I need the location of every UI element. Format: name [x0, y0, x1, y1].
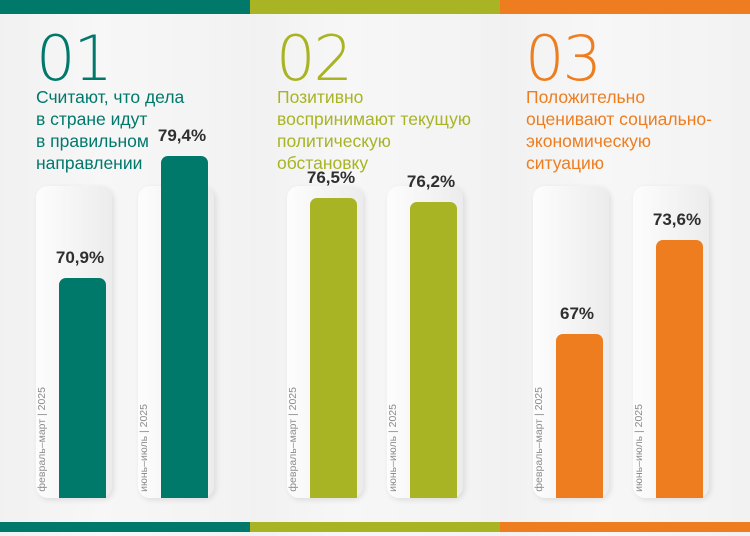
- block-3-top-band: [500, 0, 750, 14]
- block-2-bar-track-2: 76,2% июнь–июль | 2025: [387, 172, 463, 498]
- block-2-bar-2: [410, 202, 457, 498]
- block-2-caption-line: обстановку: [277, 153, 369, 173]
- block-3-caption-line: экономическую: [526, 131, 652, 151]
- block-2-bar-1-period: февраль–март | 2025: [287, 387, 299, 492]
- block-1-bar-2: [161, 156, 208, 498]
- block-1-bar-1-label: 70,9%: [55, 248, 105, 267]
- block-3-number: 03: [525, 22, 602, 95]
- block-2-bar-2-period: июнь–июль | 2025: [387, 404, 399, 492]
- block-3-caption-line: ситуацию: [526, 153, 604, 173]
- block-2-top-band: [250, 0, 500, 14]
- block-2-caption-line: воспринимают текущую: [277, 109, 472, 129]
- block-1-number: 01: [36, 22, 113, 95]
- block-2: 02 Позитивно воспринимают текущую полити…: [250, 0, 500, 536]
- block-3-bar-2: [656, 240, 703, 498]
- block-1-bar-2-label: 79,4%: [157, 126, 207, 145]
- block-3-bar-1-period: февраль–март | 2025: [533, 387, 545, 492]
- block-3-bar-1: [556, 334, 603, 498]
- block-1-bar-track-1: 70,9% февраль–март | 2025: [36, 186, 112, 498]
- block-1-top-band: [0, 0, 250, 14]
- block-3-bar-track-2: 73,6% июнь–июль | 2025: [633, 186, 709, 498]
- block-3-bar-2-label: 73,6%: [652, 210, 702, 229]
- block-1-caption-line: направлении: [36, 153, 143, 173]
- block-3-bar-2-period: июнь–июль | 2025: [633, 404, 645, 492]
- block-3-bar-track-1: 67% февраль–март | 2025: [533, 186, 609, 498]
- block-3-caption-line: оценивают социально-: [526, 109, 712, 129]
- block-1-bar-2-period: июнь–июль | 2025: [138, 404, 150, 492]
- block-3: 03 Положительно оценивают социально- эко…: [500, 0, 750, 536]
- block-2-caption-line: политическую: [277, 131, 391, 151]
- block-1: 01 Считают, что дела в стране идут в пра…: [0, 0, 250, 536]
- block-2-bar-1: [310, 198, 357, 498]
- block-3-caption: Положительно оценивают социально- эконом…: [526, 86, 746, 174]
- block-1-caption-line: Считают, что дела: [36, 87, 185, 107]
- block-2-caption-line: Позитивно: [277, 87, 364, 107]
- block-1-caption: Считают, что дела в стране идут в правил…: [36, 86, 256, 174]
- block-3-caption-line: Положительно: [526, 87, 646, 107]
- block-1-bar-track-2: 79,4% июнь–июль | 2025: [138, 126, 214, 498]
- block-2-bottom-band: [250, 522, 500, 532]
- block-2-bar-track-1: 76,5% февраль–март | 2025: [287, 168, 363, 498]
- block-2-bar-1-label: 76,5%: [306, 168, 356, 187]
- block-1-caption-line: в стране идут: [36, 109, 148, 129]
- block-2-caption: Позитивно воспринимают текущую политичес…: [277, 86, 497, 174]
- block-2-number: 02: [276, 22, 353, 95]
- block-1-bar-1: [59, 278, 106, 498]
- block-3-bottom-band: [500, 522, 750, 532]
- block-2-bar-2-label: 76,2%: [406, 172, 456, 191]
- block-1-bottom-band: [0, 522, 250, 532]
- block-1-bar-1-period: февраль–март | 2025: [36, 387, 48, 492]
- block-1-caption-line: в правильном: [36, 131, 149, 151]
- block-3-bar-1-label: 67%: [559, 304, 595, 323]
